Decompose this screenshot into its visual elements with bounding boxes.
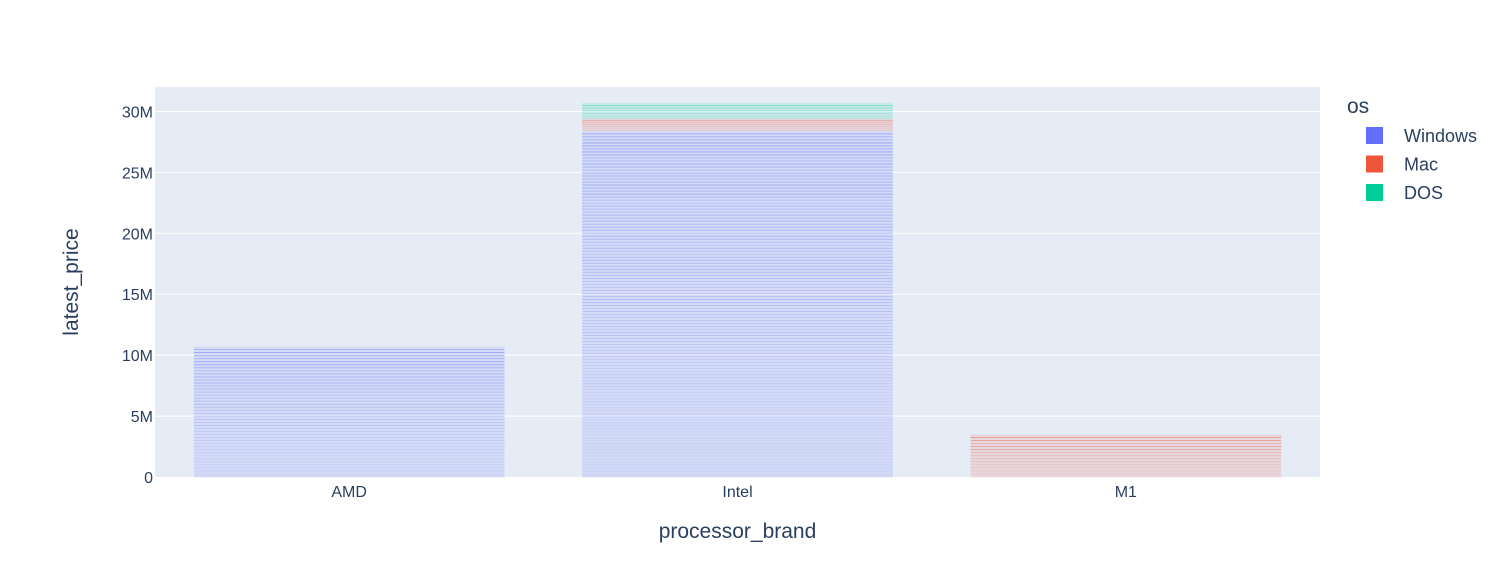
y-axis-title: latest_price	[60, 228, 83, 335]
y-tick-label: 30M	[122, 104, 153, 121]
bar-segment	[193, 346, 505, 477]
legend-item-mac[interactable]: Mac	[1366, 155, 1438, 175]
gridlines	[155, 110, 1320, 417]
bar-intel-windows[interactable]	[582, 130, 893, 478]
y-tick-label: 25M	[122, 165, 153, 182]
legend-swatch	[1366, 155, 1383, 173]
bar-intel-mac[interactable]	[582, 118, 893, 132]
y-axis-ticks: 0 5M 10M 15M 20M 25M 30M	[122, 104, 153, 487]
bar-segment	[970, 434, 1282, 477]
bars	[193, 102, 1282, 478]
legend-label: Mac	[1404, 155, 1438, 175]
bar-segment	[582, 118, 893, 131]
y-tick-label: 20M	[122, 226, 153, 243]
legend-item-dos[interactable]: DOS	[1366, 183, 1443, 203]
x-tick-label: M1	[1115, 484, 1137, 501]
bar-segment	[582, 102, 893, 119]
x-tick-label: Intel	[722, 484, 752, 501]
legend-label: DOS	[1404, 183, 1443, 203]
bar-intel-dos[interactable]	[582, 102, 893, 120]
y-tick-label: 5M	[131, 409, 153, 426]
x-axis-title: processor_brand	[659, 520, 817, 543]
x-tick-label: AMD	[331, 484, 367, 501]
legend-swatch	[1366, 184, 1383, 201]
y-tick-label: 15M	[122, 287, 153, 304]
legend-swatch	[1366, 127, 1383, 144]
legend-label: Windows	[1404, 126, 1477, 146]
bar-segment	[582, 130, 893, 477]
y-tick-label: 10M	[122, 348, 153, 365]
y-tick-label: 0	[144, 470, 153, 487]
bar-amd-windows[interactable]	[193, 346, 505, 478]
legend-title: os	[1347, 95, 1369, 118]
bar-m1-mac[interactable]	[970, 434, 1282, 478]
legend[interactable]: os Windows Mac DOS	[1347, 95, 1477, 203]
legend-item-windows[interactable]: Windows	[1366, 126, 1477, 146]
x-axis-ticks: AMD Intel M1	[331, 484, 1137, 501]
